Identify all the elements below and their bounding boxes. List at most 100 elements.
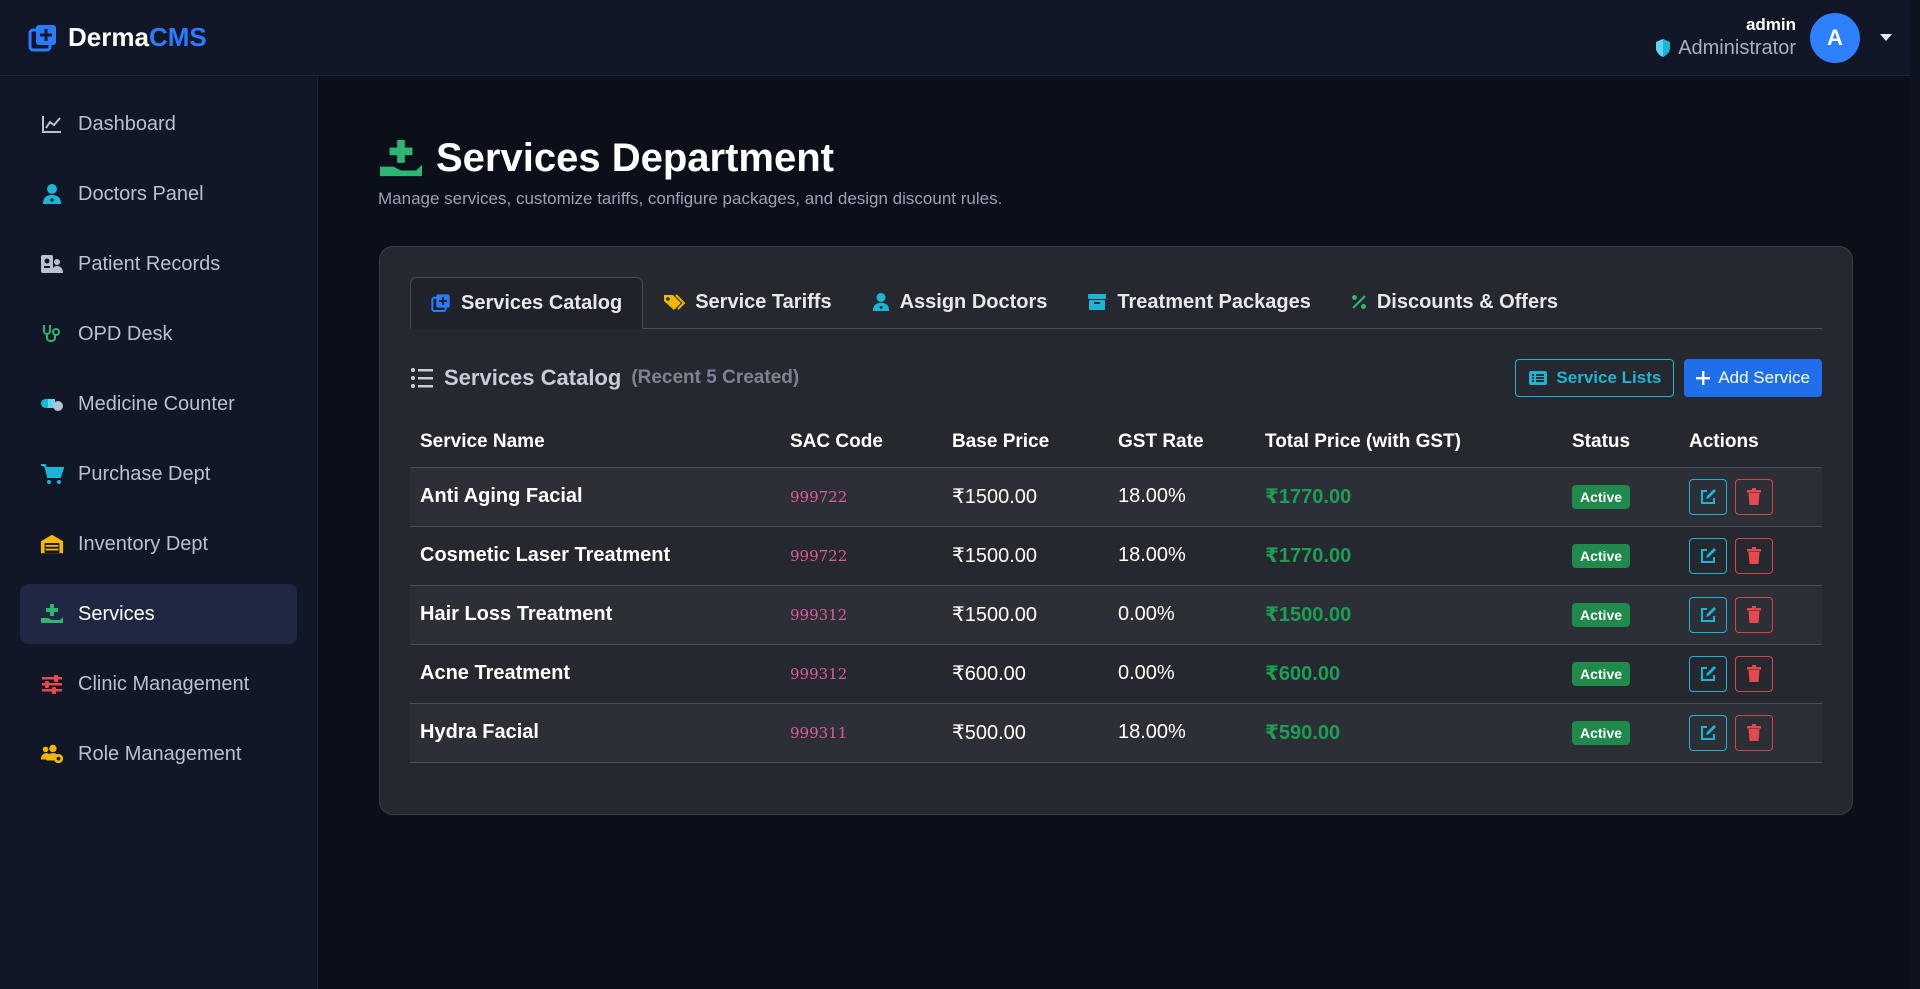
sac-code: 999722 [780,467,942,527]
sac-code: 999312 [780,585,942,645]
stethoscope-icon [40,322,64,346]
brand-icon [28,24,56,51]
trash-icon [1747,487,1761,505]
user-menu[interactable]: admin Administrator A [1654,12,1892,63]
total-price: ₹1500.00 [1255,585,1562,645]
base-price: ₹600.00 [942,644,1108,704]
sidebar-item-dashboard[interactable]: Dashboard [20,94,297,154]
percent-icon [1351,295,1366,309]
tab-service-tariffs[interactable]: Service Tariffs [643,276,851,328]
pills-icon [40,392,64,416]
sidebar-item-label: Medicine Counter [78,392,235,415]
sidebar-item-role-management[interactable]: Role Management [20,724,297,784]
delete-button[interactable] [1735,478,1773,515]
sac-code: 999722 [780,526,942,586]
sidebar-item-doctors-panel[interactable]: Doctors Panel [20,164,297,224]
sidebar-item-inventory-dept[interactable]: Inventory Dept [20,514,297,574]
brand-logo[interactable]: DermaCMS [28,22,207,53]
archive-box-icon [1088,294,1107,310]
top-bar: DermaCMS admin Administrator A [0,0,1920,76]
tags-icon [664,294,686,310]
edit-button[interactable] [1689,478,1727,515]
trash-icon [1747,664,1761,682]
section-subtitle: (Recent 5 Created) [631,367,800,388]
hand-holding-medical-icon [40,602,64,626]
brand-name-part1: Derma [68,22,149,52]
services-card: Services Catalog Service Tariffs Assign … [379,246,1853,815]
table-row: Cosmetic Laser Treatment 999722 ₹1500.00… [410,526,1822,586]
tab-label: Discounts & Offers [1376,290,1558,313]
scrollbar[interactable] [1910,0,1920,989]
users-gear-icon [40,742,64,766]
service-lists-button[interactable]: Service Lists [1515,359,1675,397]
sidebar: Dashboard Doctors Panel Patient Records … [0,76,318,989]
chevron-down-icon[interactable] [1880,34,1892,41]
cart-icon [40,462,64,486]
tab-discounts-offers[interactable]: Discounts & Offers [1331,276,1578,328]
gst-rate: 18.00% [1108,467,1255,527]
table-row: Hair Loss Treatment 999312 ₹1500.00 0.00… [410,585,1822,645]
service-name: Cosmetic Laser Treatment [410,526,780,586]
delete-button[interactable] [1735,537,1773,574]
brand-name-part2: CMS [148,22,207,52]
edit-icon [1701,665,1716,681]
page-subtitle: Manage services, customize tariffs, conf… [378,189,1003,208]
status-badge: Active [1572,543,1631,568]
trash-icon [1747,546,1761,564]
edit-button[interactable] [1689,596,1727,633]
avatar[interactable]: A [1810,12,1860,63]
edit-button[interactable] [1689,714,1727,751]
base-price: ₹1500.00 [942,467,1108,527]
service-name: Anti Aging Facial [410,467,780,527]
col-actions: Actions [1679,417,1822,468]
tab-label: Treatment Packages [1117,290,1311,313]
delete-button[interactable] [1735,655,1773,692]
delete-button[interactable] [1735,596,1773,633]
gst-rate: 0.00% [1108,644,1255,704]
gst-rate: 0.00% [1108,585,1255,645]
sidebar-item-patient-records[interactable]: Patient Records [20,234,297,294]
col-service-name: Service Name [410,417,780,468]
table-header-row: Service Name SAC Code Base Price GST Rat… [410,417,1822,468]
sidebar-item-clinic-management[interactable]: Clinic Management [20,654,297,714]
sidebar-item-purchase-dept[interactable]: Purchase Dept [20,444,297,504]
sidebar-item-medicine-counter[interactable]: Medicine Counter [20,374,297,434]
total-price: ₹1770.00 [1255,526,1562,586]
sidebar-item-opd-desk[interactable]: OPD Desk [20,304,297,364]
edit-button[interactable] [1689,537,1727,574]
col-total-price: Total Price (with GST) [1255,417,1562,468]
sidebar-item-services[interactable]: Services [20,584,297,644]
col-gst-rate: GST Rate [1108,417,1255,468]
gst-rate: 18.00% [1108,526,1255,586]
delete-button[interactable] [1735,714,1773,751]
base-price: ₹1500.00 [942,526,1108,586]
sidebar-item-label: Clinic Management [78,672,250,695]
sidebar-item-label: OPD Desk [78,322,173,345]
table-row: Anti Aging Facial 999722 ₹1500.00 18.00%… [410,467,1822,527]
user-name: admin [1745,15,1796,35]
catalog-plus-icon [431,294,450,312]
add-service-button[interactable]: Add Service [1684,359,1822,397]
trash-icon [1747,605,1761,623]
tab-label: Assign Doctors [899,290,1048,313]
tab-treatment-packages[interactable]: Treatment Packages [1067,276,1330,328]
service-lists-label: Service Lists [1556,368,1662,387]
sliders-icon [40,672,64,696]
sidebar-item-label: Purchase Dept [78,462,211,485]
sidebar-item-label: Doctors Panel [78,182,204,205]
page-title: Services Department [436,136,834,180]
edit-button[interactable] [1689,655,1727,692]
tab-bar: Services Catalog Service Tariffs Assign … [410,277,1822,329]
tab-assign-doctors[interactable]: Assign Doctors [852,276,1068,328]
table-row: Hydra Facial 999311 ₹500.00 18.00% ₹590.… [410,703,1822,763]
list-alt-icon [1529,371,1548,385]
col-status: Status [1562,417,1679,468]
user-role: Administrator [1678,36,1796,59]
tab-services-catalog[interactable]: Services Catalog [410,277,644,329]
services-table: Service Name SAC Code Base Price GST Rat… [410,417,1822,763]
total-price: ₹600.00 [1255,644,1562,704]
add-service-label: Add Service [1718,368,1810,387]
trash-icon [1747,723,1761,741]
tab-label: Services Catalog [461,291,623,314]
doctor-icon [40,182,64,206]
